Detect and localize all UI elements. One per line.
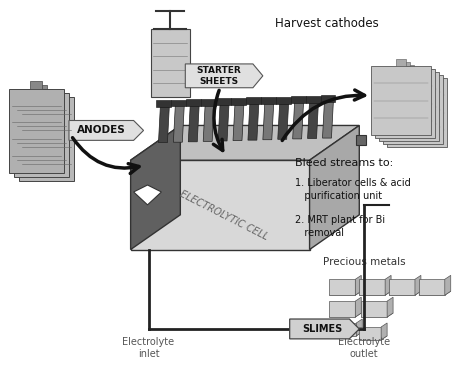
Polygon shape <box>188 104 199 142</box>
Polygon shape <box>231 98 246 105</box>
Polygon shape <box>263 102 274 140</box>
Polygon shape <box>445 275 451 295</box>
Polygon shape <box>389 279 415 295</box>
Polygon shape <box>419 291 451 295</box>
Polygon shape <box>335 332 362 336</box>
Polygon shape <box>173 104 184 142</box>
Polygon shape <box>356 319 362 336</box>
Polygon shape <box>329 313 361 317</box>
Polygon shape <box>361 313 393 317</box>
Polygon shape <box>320 95 336 102</box>
Polygon shape <box>131 160 310 249</box>
Polygon shape <box>387 297 393 317</box>
Polygon shape <box>134 185 162 205</box>
Polygon shape <box>246 98 261 104</box>
Polygon shape <box>248 102 259 140</box>
Polygon shape <box>186 99 201 106</box>
Polygon shape <box>9 89 64 173</box>
Polygon shape <box>381 323 387 340</box>
Text: Precious metals: Precious metals <box>323 257 406 267</box>
Polygon shape <box>335 323 356 336</box>
Polygon shape <box>203 104 214 141</box>
Polygon shape <box>361 301 387 317</box>
Polygon shape <box>329 279 356 295</box>
Text: Harvest cathodes: Harvest cathodes <box>275 17 379 30</box>
Polygon shape <box>14 93 69 177</box>
Polygon shape <box>218 103 229 141</box>
Polygon shape <box>158 105 169 142</box>
Text: ANODES: ANODES <box>77 125 126 135</box>
Polygon shape <box>131 125 359 160</box>
Polygon shape <box>387 78 447 147</box>
Polygon shape <box>276 96 291 104</box>
Polygon shape <box>151 29 190 96</box>
Polygon shape <box>19 96 74 181</box>
Text: 1. Liberator cells & acid
   purification unit: 1. Liberator cells & acid purification u… <box>295 178 410 201</box>
Polygon shape <box>359 279 385 295</box>
Polygon shape <box>400 62 410 69</box>
Polygon shape <box>156 100 172 107</box>
Text: Electrolyte
inlet: Electrolyte inlet <box>122 337 174 359</box>
Polygon shape <box>310 125 359 249</box>
Polygon shape <box>359 291 391 295</box>
Polygon shape <box>375 69 435 138</box>
Polygon shape <box>30 81 42 89</box>
Polygon shape <box>185 64 263 88</box>
Polygon shape <box>371 66 431 135</box>
Polygon shape <box>291 96 306 103</box>
Polygon shape <box>290 319 359 339</box>
Polygon shape <box>69 120 144 140</box>
Polygon shape <box>201 99 216 105</box>
Polygon shape <box>412 71 422 78</box>
Text: SLIMES: SLIMES <box>302 324 343 334</box>
Text: Bleed streams to:: Bleed streams to: <box>295 158 393 168</box>
Polygon shape <box>408 68 418 75</box>
Polygon shape <box>329 291 361 295</box>
Polygon shape <box>389 291 421 295</box>
Text: 2. MRT plant for Bi
   removal: 2. MRT plant for Bi removal <box>295 215 385 238</box>
Text: STARTER
SHEETS: STARTER SHEETS <box>197 66 241 86</box>
Text: ELECTROLYTIC CELL: ELECTROLYTIC CELL <box>178 189 269 242</box>
Text: Electrolyte
outlet: Electrolyte outlet <box>338 337 390 359</box>
Polygon shape <box>415 275 421 295</box>
Polygon shape <box>379 72 439 141</box>
Polygon shape <box>385 275 391 295</box>
Polygon shape <box>35 85 47 93</box>
Polygon shape <box>278 102 289 140</box>
Polygon shape <box>308 101 319 138</box>
Polygon shape <box>292 101 304 139</box>
Polygon shape <box>356 297 361 317</box>
Polygon shape <box>40 89 52 96</box>
Polygon shape <box>131 125 180 249</box>
Polygon shape <box>322 100 333 138</box>
Polygon shape <box>356 135 366 145</box>
Polygon shape <box>216 98 231 105</box>
Polygon shape <box>233 103 244 141</box>
Polygon shape <box>356 275 361 295</box>
Polygon shape <box>396 59 406 66</box>
Polygon shape <box>329 301 356 317</box>
Polygon shape <box>383 75 443 144</box>
Polygon shape <box>359 336 387 340</box>
Polygon shape <box>172 99 186 107</box>
Polygon shape <box>359 327 381 340</box>
Polygon shape <box>261 97 276 104</box>
Polygon shape <box>404 65 414 72</box>
Polygon shape <box>306 96 320 103</box>
Polygon shape <box>419 279 445 295</box>
